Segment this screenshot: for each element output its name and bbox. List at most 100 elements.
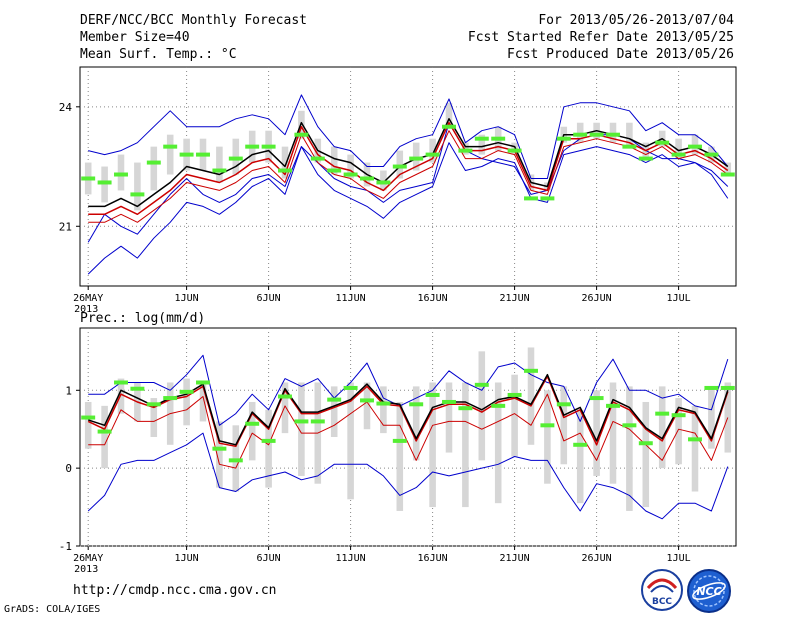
temp-xtick-label: 6JUN	[257, 293, 281, 304]
temp-obs-marker	[688, 144, 702, 149]
temp-xtick-label: 21JUN	[500, 293, 530, 304]
prec-obs-marker	[327, 397, 342, 402]
temp-xtick-label: 1JUL	[667, 293, 691, 304]
temp-ytick-label: 24	[59, 101, 73, 114]
prec-lower-line	[88, 393, 729, 469]
prec-obs-marker	[458, 406, 473, 411]
prec-member-bar	[281, 382, 289, 434]
prec-obs-marker	[540, 423, 555, 428]
temp-obs-marker	[491, 136, 506, 141]
temp-frame	[79, 66, 737, 287]
prec-member-bar	[363, 382, 371, 430]
temp-member-bar	[429, 138, 436, 163]
temp-obs-marker	[179, 152, 194, 157]
temp-xtick-label: 16JUN	[418, 293, 448, 304]
source-url[interactable]: http://cmdp.ncc.cma.gov.cn	[73, 583, 277, 598]
temp-obs-marker	[114, 172, 128, 177]
prec-xtick-label: 26JUN	[582, 553, 612, 564]
prec-member-bar	[248, 401, 256, 461]
temp-obs-marker	[310, 156, 325, 161]
prec-member-bar	[658, 386, 666, 469]
prec-obs-marker	[392, 438, 407, 443]
prec-obs-marker	[573, 442, 588, 447]
temp-member-bar	[150, 146, 158, 191]
temp-obs-marker	[245, 144, 260, 149]
prec-min-line	[87, 432, 729, 520]
temp-obs-marker	[409, 156, 424, 161]
prec-median-line	[87, 375, 729, 448]
temp-member-bar	[445, 102, 453, 127]
temp-member-bar	[626, 122, 633, 147]
prec-member-bar	[380, 386, 387, 434]
bcc-logo: BCC	[640, 568, 684, 616]
prec-member-bar	[462, 382, 469, 508]
prec-member-bar	[216, 421, 223, 488]
prec-obs-marker	[310, 419, 325, 424]
temp-obs-marker	[376, 180, 391, 185]
prec-member-bar	[576, 409, 584, 504]
prec-obs-marker	[196, 380, 210, 385]
fcst-started-date: Fcst Started Refer Date 2013/05/25	[467, 30, 734, 45]
prec-member-bar	[511, 374, 518, 457]
prec-member-bar	[478, 351, 486, 461]
prec-xtick-label: 21JUN	[500, 553, 530, 564]
grads-credit: GrADS: COLA/IGES	[4, 604, 101, 615]
prec-member-bar	[560, 386, 568, 465]
prec-obs-marker	[688, 437, 702, 442]
temp-xtick-label: 26JUN	[582, 293, 612, 304]
prec-obs-marker	[425, 392, 440, 397]
prec-member-bar	[527, 347, 535, 445]
prec-ytick-label: 1	[65, 384, 72, 397]
prec-member-bar	[544, 390, 551, 484]
prec-member-bar	[150, 398, 158, 437]
temp-obs-marker	[507, 148, 522, 153]
ncc-logo-text: NCC	[696, 585, 721, 598]
prec-member-bar	[609, 382, 617, 484]
prec-obs-marker	[360, 398, 374, 403]
prec-obs-marker	[163, 396, 178, 401]
prec-obs-marker	[638, 441, 653, 446]
temp-median-line	[88, 121, 729, 216]
prec-obs-marker	[474, 382, 489, 387]
member-size-label: Member Size=40	[80, 30, 190, 45]
prec-obs-marker	[245, 421, 260, 426]
prec-max-line	[88, 354, 729, 426]
prec-member-bar	[708, 386, 715, 449]
temp-obs-marker	[474, 136, 489, 141]
prec-obs-marker	[442, 399, 456, 404]
temp-obs-marker	[655, 140, 670, 145]
prec-obs-marker	[294, 419, 309, 424]
temp-obs-marker	[442, 124, 456, 129]
prec-obs-marker	[81, 415, 96, 420]
prec-xtick-label: 1JUL	[667, 553, 691, 564]
prec-mean-line	[87, 373, 729, 446]
temp-xtick-label: 1JUN	[175, 293, 199, 304]
prec-member-bar	[199, 382, 207, 422]
temp-obs-marker	[524, 196, 538, 201]
temp-obs-marker	[228, 156, 243, 161]
prec-member-bar	[691, 405, 699, 492]
prec-xtick-label: 26MAY	[73, 553, 103, 564]
temp-obs-marker	[392, 164, 407, 169]
temp-obs-marker	[343, 172, 358, 177]
temp-obs-marker	[540, 196, 555, 201]
prec-member-bar	[101, 405, 108, 469]
temp-obs-marker	[163, 144, 178, 149]
prec-obs-marker	[409, 402, 424, 407]
prec-member-bar	[445, 382, 453, 453]
prec-obs-marker	[114, 380, 128, 385]
temp-obs-marker	[671, 152, 686, 157]
temp-obs-marker	[704, 152, 719, 157]
prec-obs-marker	[671, 413, 686, 418]
prec-xtick-label: 11JUN	[336, 553, 366, 564]
temp-obs-marker	[638, 156, 653, 161]
forecast-period: For 2013/05/26-2013/07/04	[538, 13, 734, 28]
prec-member-bar	[183, 378, 190, 426]
prec-member-bar	[265, 409, 272, 488]
temp-obs-marker	[278, 168, 292, 173]
prec-obs-marker	[507, 392, 522, 397]
prec-xtick-label: 16JUN	[418, 553, 448, 564]
temp-lower-line	[88, 130, 729, 223]
prec-obs-marker	[343, 385, 358, 390]
